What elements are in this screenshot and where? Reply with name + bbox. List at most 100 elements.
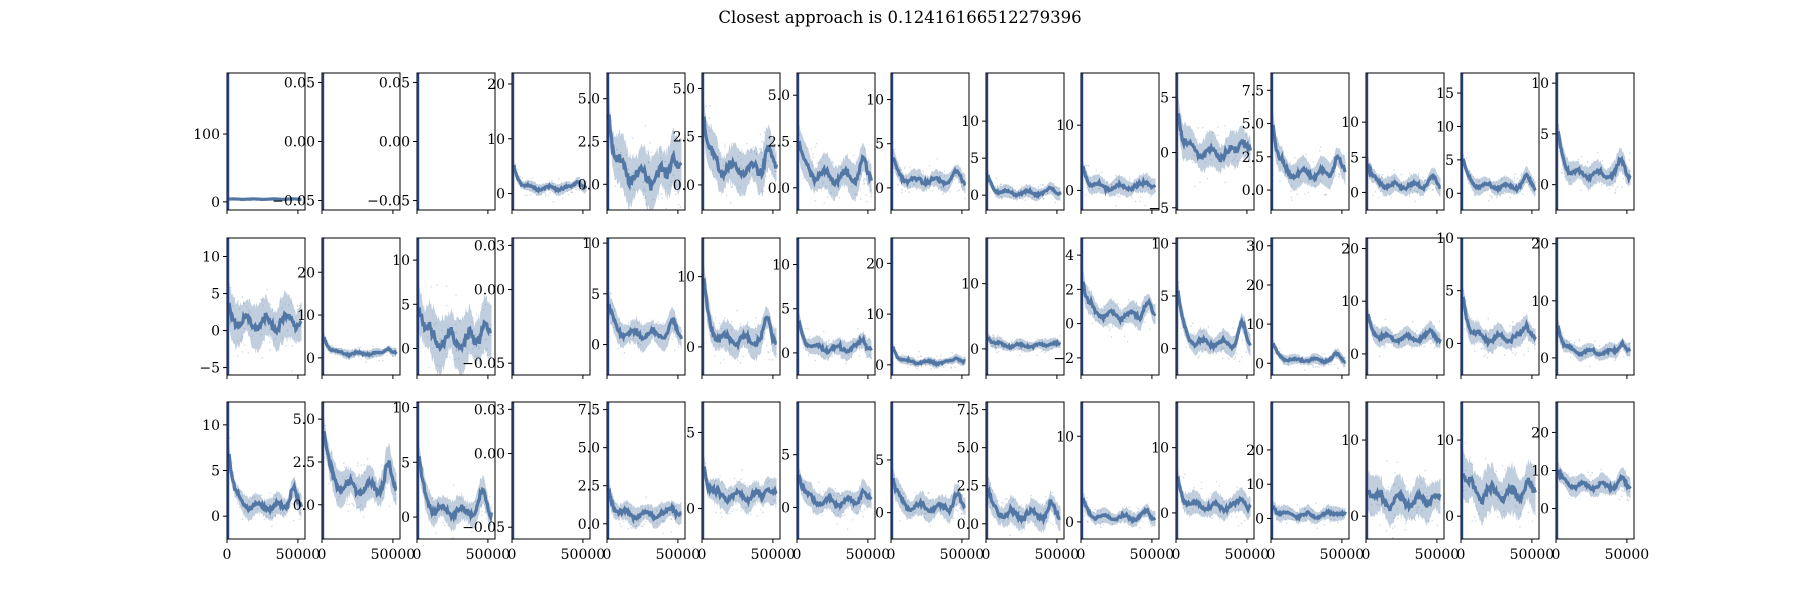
series-point [671, 338, 674, 340]
series-point [1021, 351, 1023, 353]
series-point [1479, 330, 1481, 333]
series-point [1086, 520, 1089, 523]
series-line [1366, 313, 1442, 346]
series-point [1206, 340, 1208, 342]
series-point [826, 196, 829, 199]
series-point [1211, 517, 1214, 519]
series-point [1293, 173, 1296, 176]
series-point [478, 347, 480, 350]
series-point [466, 347, 468, 349]
series-point [939, 174, 942, 177]
series-point [355, 484, 358, 486]
series-point [870, 195, 873, 198]
series-point [1178, 116, 1180, 119]
series-point [639, 343, 642, 346]
series-point [1115, 305, 1117, 307]
series-point [1491, 329, 1494, 332]
series-point [760, 151, 763, 154]
panel-frame [606, 237, 686, 376]
series-point [657, 327, 660, 330]
series-point [1141, 520, 1144, 523]
series-point [295, 494, 298, 497]
series-point [1426, 495, 1428, 498]
series-point [640, 143, 643, 146]
series-point [1031, 196, 1034, 199]
series-point [1184, 473, 1186, 476]
series-band [702, 455, 778, 518]
series-point [451, 335, 453, 338]
series-point [1300, 360, 1303, 363]
series-point [746, 326, 749, 329]
series-point [1335, 355, 1338, 358]
series-point [272, 198, 274, 201]
y-tick-label: −0.05 [462, 356, 505, 372]
panel-frame [321, 237, 401, 376]
series-point [1102, 523, 1104, 526]
series-point [652, 328, 655, 331]
series-point [234, 198, 237, 200]
series-point [1596, 351, 1599, 353]
series-point [1533, 348, 1536, 350]
series-point [1190, 325, 1192, 327]
series-point [640, 332, 643, 334]
series-band [1461, 286, 1537, 359]
series-point [1579, 480, 1582, 483]
series-point [1343, 154, 1346, 157]
series-point [1182, 322, 1185, 325]
series-point [618, 333, 621, 336]
series-point [807, 352, 810, 355]
series-point [1280, 513, 1283, 516]
series-point [1226, 344, 1229, 347]
series-point [530, 182, 533, 185]
series-point [714, 490, 716, 493]
series-point [1527, 511, 1530, 514]
series-point [1628, 351, 1630, 353]
series-point [1600, 468, 1602, 471]
series-point [732, 508, 735, 511]
series-point [540, 186, 542, 188]
series-point [772, 490, 775, 493]
series-point [933, 367, 936, 370]
series-point [238, 308, 241, 310]
series-point [841, 168, 844, 170]
y-tick-label: 0 [875, 506, 884, 522]
series-point [952, 517, 954, 520]
series-point [341, 475, 344, 478]
series-point [1001, 501, 1003, 504]
x-tick-label: 0 [698, 547, 707, 563]
y-tick-label: 10 [1436, 119, 1454, 135]
series-point [1087, 515, 1089, 517]
series-point [637, 342, 639, 345]
series-point [276, 321, 278, 323]
series-point [1026, 522, 1029, 525]
y-tick-label: 0 [1350, 509, 1359, 525]
series-point [1180, 327, 1182, 330]
series-point [861, 510, 863, 512]
series-point [271, 198, 274, 201]
panel-frame [416, 237, 496, 376]
series-point [990, 500, 992, 503]
series-point [254, 198, 257, 201]
series-point [244, 507, 247, 510]
series-point [619, 322, 621, 325]
series-point [1376, 332, 1379, 335]
series-point [705, 304, 708, 307]
y-tick-label: 0.00 [284, 135, 315, 151]
series-point [1123, 307, 1125, 310]
series-point [1117, 306, 1120, 309]
series-point [839, 339, 841, 342]
series-point [660, 335, 662, 337]
series-point [742, 494, 744, 497]
series-point [1389, 179, 1391, 182]
series-line [1271, 342, 1347, 365]
y-tick-label: 0.00 [379, 135, 410, 151]
series-point [1289, 507, 1291, 510]
series-point [325, 453, 327, 456]
series-point [1284, 519, 1287, 521]
series-band [1271, 338, 1347, 371]
series-point [286, 339, 289, 342]
series-point [814, 146, 817, 148]
series-point [1503, 510, 1505, 513]
